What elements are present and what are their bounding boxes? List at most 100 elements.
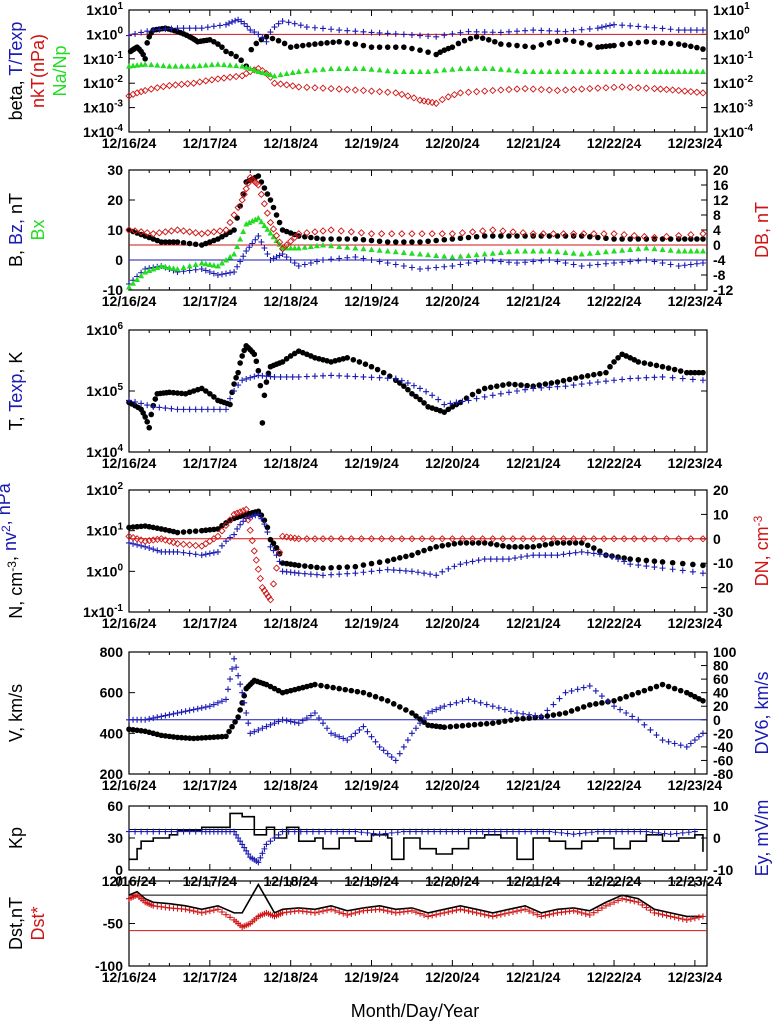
data-point: [467, 35, 474, 42]
data-point: [360, 245, 367, 252]
data-point: [562, 249, 569, 255]
data-point: [258, 179, 265, 185]
data-point: [509, 828, 516, 835]
data-point: [306, 41, 312, 48]
data-point: [425, 68, 432, 75]
data-point: [569, 85, 578, 94]
data-point: [287, 44, 294, 50]
data-point: [479, 828, 486, 835]
data-point: [627, 897, 634, 904]
data-point: [570, 68, 577, 75]
data-point: [348, 687, 355, 694]
data-point: [364, 728, 371, 735]
data-point: [279, 359, 286, 365]
plot-frame: [128, 9, 708, 133]
data-point: [408, 250, 415, 256]
data-point: [471, 721, 478, 728]
data-point: [568, 708, 575, 714]
y-right-tick-label: 0: [713, 830, 721, 846]
data-point: [146, 424, 153, 431]
data-point: [671, 740, 678, 747]
data-point: [250, 547, 258, 555]
data-point: [211, 394, 217, 400]
data-point: [392, 248, 399, 255]
data-point: [277, 373, 284, 380]
data-point: [311, 66, 318, 73]
data-point: [380, 747, 387, 754]
data-point: [273, 237, 280, 243]
data-point: [692, 369, 698, 376]
data-point: [319, 84, 327, 92]
data-point: [336, 909, 343, 916]
panel-beta: 12/16/24 12/17/24 12/18/24 12/19/24 12/20/24…: [6, 1, 753, 151]
data-point: [529, 230, 537, 238]
data-point: [586, 68, 593, 75]
data-point: [566, 540, 573, 546]
data-point: [320, 66, 327, 72]
data-point: [405, 386, 411, 393]
data-point: [366, 691, 373, 698]
data-point: [425, 828, 432, 835]
data-point: [266, 218, 275, 227]
data-point: [359, 86, 368, 95]
data-point: [398, 377, 405, 384]
date-label: 12/19/24: [344, 455, 399, 471]
y-tick-label: 30: [107, 162, 123, 178]
data-point: [586, 233, 593, 240]
data-point: [219, 44, 225, 50]
data-point: [619, 259, 626, 266]
data-point: [394, 829, 401, 836]
data-point: [245, 851, 252, 857]
data-point: [675, 231, 683, 240]
y-tick-label: 1x10-1: [83, 50, 123, 67]
data-point: [279, 828, 286, 835]
data-point: [635, 245, 642, 252]
data-point: [410, 94, 418, 102]
data-point: [485, 37, 492, 43]
data-point: [602, 68, 609, 75]
data-point: [141, 86, 149, 95]
data-point: [174, 828, 181, 835]
y-right-tick-label: 40: [713, 685, 729, 701]
data-point: [324, 907, 331, 914]
data-point: [530, 909, 537, 916]
data-point: [352, 563, 359, 570]
data-point: [643, 68, 650, 75]
data-point: [324, 683, 330, 690]
data-point: [534, 828, 541, 835]
data-point: [134, 276, 141, 282]
data-point: [126, 539, 132, 546]
data-point: [677, 742, 684, 749]
data-point: [611, 21, 618, 28]
data-point: [500, 542, 506, 549]
y-right-tick-label: -30: [713, 604, 733, 620]
data-point: [243, 221, 250, 227]
data-point: [234, 215, 240, 221]
data-point: [610, 83, 618, 92]
data-point: [438, 95, 446, 104]
data-point: [287, 237, 295, 245]
data-point: [459, 698, 466, 705]
data-point: [481, 385, 488, 392]
data-point: [662, 232, 671, 241]
data-point: [392, 44, 399, 50]
data-point: [271, 72, 278, 79]
data-point: [397, 555, 403, 561]
data-point: [270, 547, 277, 554]
data-point: [157, 535, 165, 543]
data-point: [238, 18, 245, 25]
data-point: [441, 263, 448, 270]
data-point: [315, 715, 322, 722]
data-point: [519, 535, 527, 543]
data-point: [231, 269, 238, 275]
data-point: [695, 914, 702, 921]
data-point: [489, 233, 496, 239]
data-point: [162, 405, 169, 412]
data-point: [180, 529, 187, 535]
data-point: [264, 524, 271, 531]
data-point: [344, 236, 351, 242]
data-point: [167, 227, 176, 235]
data-point: [240, 518, 247, 525]
data-point: [699, 27, 706, 34]
data-point: [138, 523, 144, 530]
